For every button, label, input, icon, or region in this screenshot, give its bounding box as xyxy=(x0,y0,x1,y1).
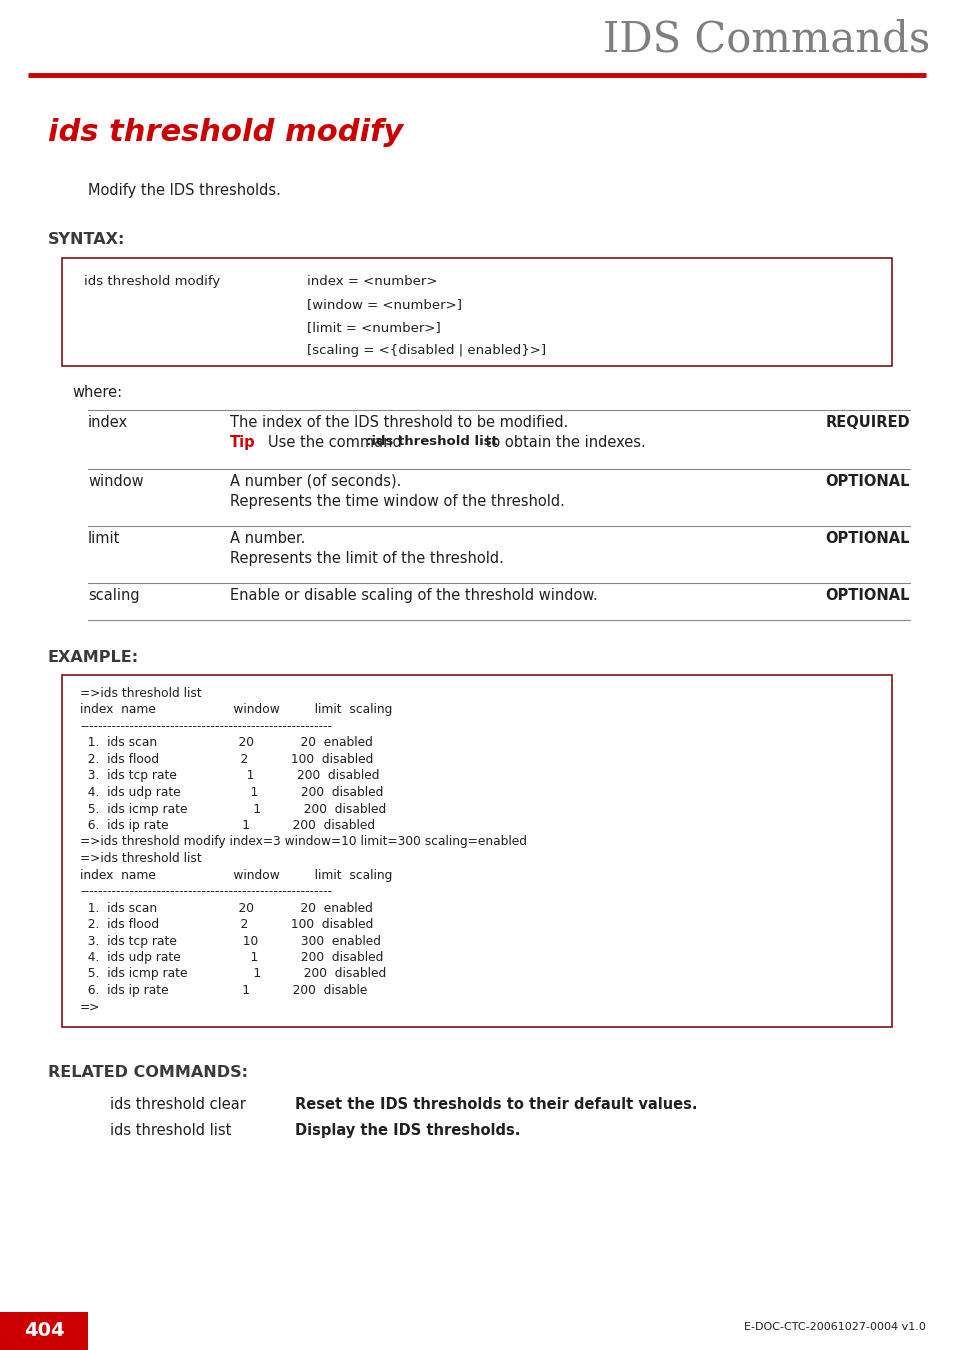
Text: [scaling = <{disabled | enabled}>]: [scaling = <{disabled | enabled}>] xyxy=(290,344,545,356)
Text: Use the command: Use the command xyxy=(268,435,406,450)
Text: index  name                    window         limit  scaling: index name window limit scaling xyxy=(80,703,392,717)
FancyBboxPatch shape xyxy=(62,675,891,1027)
Text: 2.  ids flood                     2           100  disabled: 2. ids flood 2 100 disabled xyxy=(80,753,373,765)
Text: Enable or disable scaling of the threshold window.: Enable or disable scaling of the thresho… xyxy=(230,589,598,603)
Text: 5.  ids icmp rate                 1           200  disabled: 5. ids icmp rate 1 200 disabled xyxy=(80,802,386,815)
Text: index: index xyxy=(88,414,128,431)
Text: 2.  ids flood                     2           100  disabled: 2. ids flood 2 100 disabled xyxy=(80,918,373,932)
Text: OPTIONAL: OPTIONAL xyxy=(824,589,909,603)
Text: =>: => xyxy=(80,1000,100,1014)
Text: index  name                    window         limit  scaling: index name window limit scaling xyxy=(80,868,392,882)
Text: =>ids threshold modify index=3 window=10 limit=300 scaling=enabled: =>ids threshold modify index=3 window=10… xyxy=(80,836,526,849)
Text: OPTIONAL: OPTIONAL xyxy=(824,531,909,545)
FancyBboxPatch shape xyxy=(0,1312,88,1350)
Text: 404: 404 xyxy=(24,1322,64,1341)
Text: =>ids threshold list: =>ids threshold list xyxy=(80,852,201,865)
Text: RELATED COMMANDS:: RELATED COMMANDS: xyxy=(48,1065,248,1080)
Text: ids threshold clear: ids threshold clear xyxy=(110,1098,246,1112)
Text: 6.  ids ip rate                   1           200  disabled: 6. ids ip rate 1 200 disabled xyxy=(80,819,375,832)
Text: 3.  ids tcp rate                  1           200  disabled: 3. ids tcp rate 1 200 disabled xyxy=(80,769,379,783)
Text: Modify the IDS thresholds.: Modify the IDS thresholds. xyxy=(88,184,280,198)
FancyBboxPatch shape xyxy=(62,258,891,366)
Text: :ids threshold list: :ids threshold list xyxy=(366,435,497,448)
Text: --------------------------------------------------------: ----------------------------------------… xyxy=(80,886,332,898)
Text: where:: where: xyxy=(71,385,122,400)
Text: 1.  ids scan                     20            20  enabled: 1. ids scan 20 20 enabled xyxy=(80,737,373,749)
Text: 6.  ids ip rate                   1           200  disable: 6. ids ip rate 1 200 disable xyxy=(80,984,367,998)
Text: The index of the IDS threshold to be modified.: The index of the IDS threshold to be mod… xyxy=(230,414,568,431)
Text: REQUIRED: REQUIRED xyxy=(824,414,909,431)
Text: ids threshold modify: ids threshold modify xyxy=(48,117,403,147)
Text: Represents the time window of the threshold.: Represents the time window of the thresh… xyxy=(230,494,564,509)
Text: index = <number>: index = <number> xyxy=(290,275,437,288)
Text: Represents the limit of the threshold.: Represents the limit of the threshold. xyxy=(230,551,503,566)
Text: ids threshold modify: ids threshold modify xyxy=(84,275,220,288)
Text: =>ids threshold list: =>ids threshold list xyxy=(80,687,201,701)
Text: SYNTAX:: SYNTAX: xyxy=(48,232,125,247)
Text: --------------------------------------------------------: ----------------------------------------… xyxy=(80,720,332,733)
Text: EXAMPLE:: EXAMPLE: xyxy=(48,649,139,666)
Text: scaling: scaling xyxy=(88,589,139,603)
Text: A number.: A number. xyxy=(230,531,305,545)
Text: E-DOC-CTC-20061027-0004 v1.0: E-DOC-CTC-20061027-0004 v1.0 xyxy=(743,1322,925,1332)
Text: Reset the IDS thresholds to their default values.: Reset the IDS thresholds to their defaul… xyxy=(294,1098,697,1112)
Text: 1.  ids scan                     20            20  enabled: 1. ids scan 20 20 enabled xyxy=(80,902,373,914)
Text: window: window xyxy=(88,474,144,489)
Text: to obtain the indexes.: to obtain the indexes. xyxy=(480,435,645,450)
Text: limit: limit xyxy=(88,531,120,545)
Text: ids threshold list: ids threshold list xyxy=(110,1123,232,1138)
Text: Tip: Tip xyxy=(230,435,255,450)
Text: IDS Commands: IDS Commands xyxy=(602,18,929,59)
Text: OPTIONAL: OPTIONAL xyxy=(824,474,909,489)
Text: [limit = <number>]: [limit = <number>] xyxy=(290,321,440,333)
Text: 3.  ids tcp rate                 10           300  enabled: 3. ids tcp rate 10 300 enabled xyxy=(80,934,380,948)
Text: [window = <number>]: [window = <number>] xyxy=(290,298,461,311)
Text: A number (of seconds).: A number (of seconds). xyxy=(230,474,401,489)
Text: 4.  ids udp rate                  1           200  disabled: 4. ids udp rate 1 200 disabled xyxy=(80,950,383,964)
Text: 5.  ids icmp rate                 1           200  disabled: 5. ids icmp rate 1 200 disabled xyxy=(80,968,386,980)
Text: Display the IDS thresholds.: Display the IDS thresholds. xyxy=(294,1123,519,1138)
Text: 4.  ids udp rate                  1           200  disabled: 4. ids udp rate 1 200 disabled xyxy=(80,786,383,799)
